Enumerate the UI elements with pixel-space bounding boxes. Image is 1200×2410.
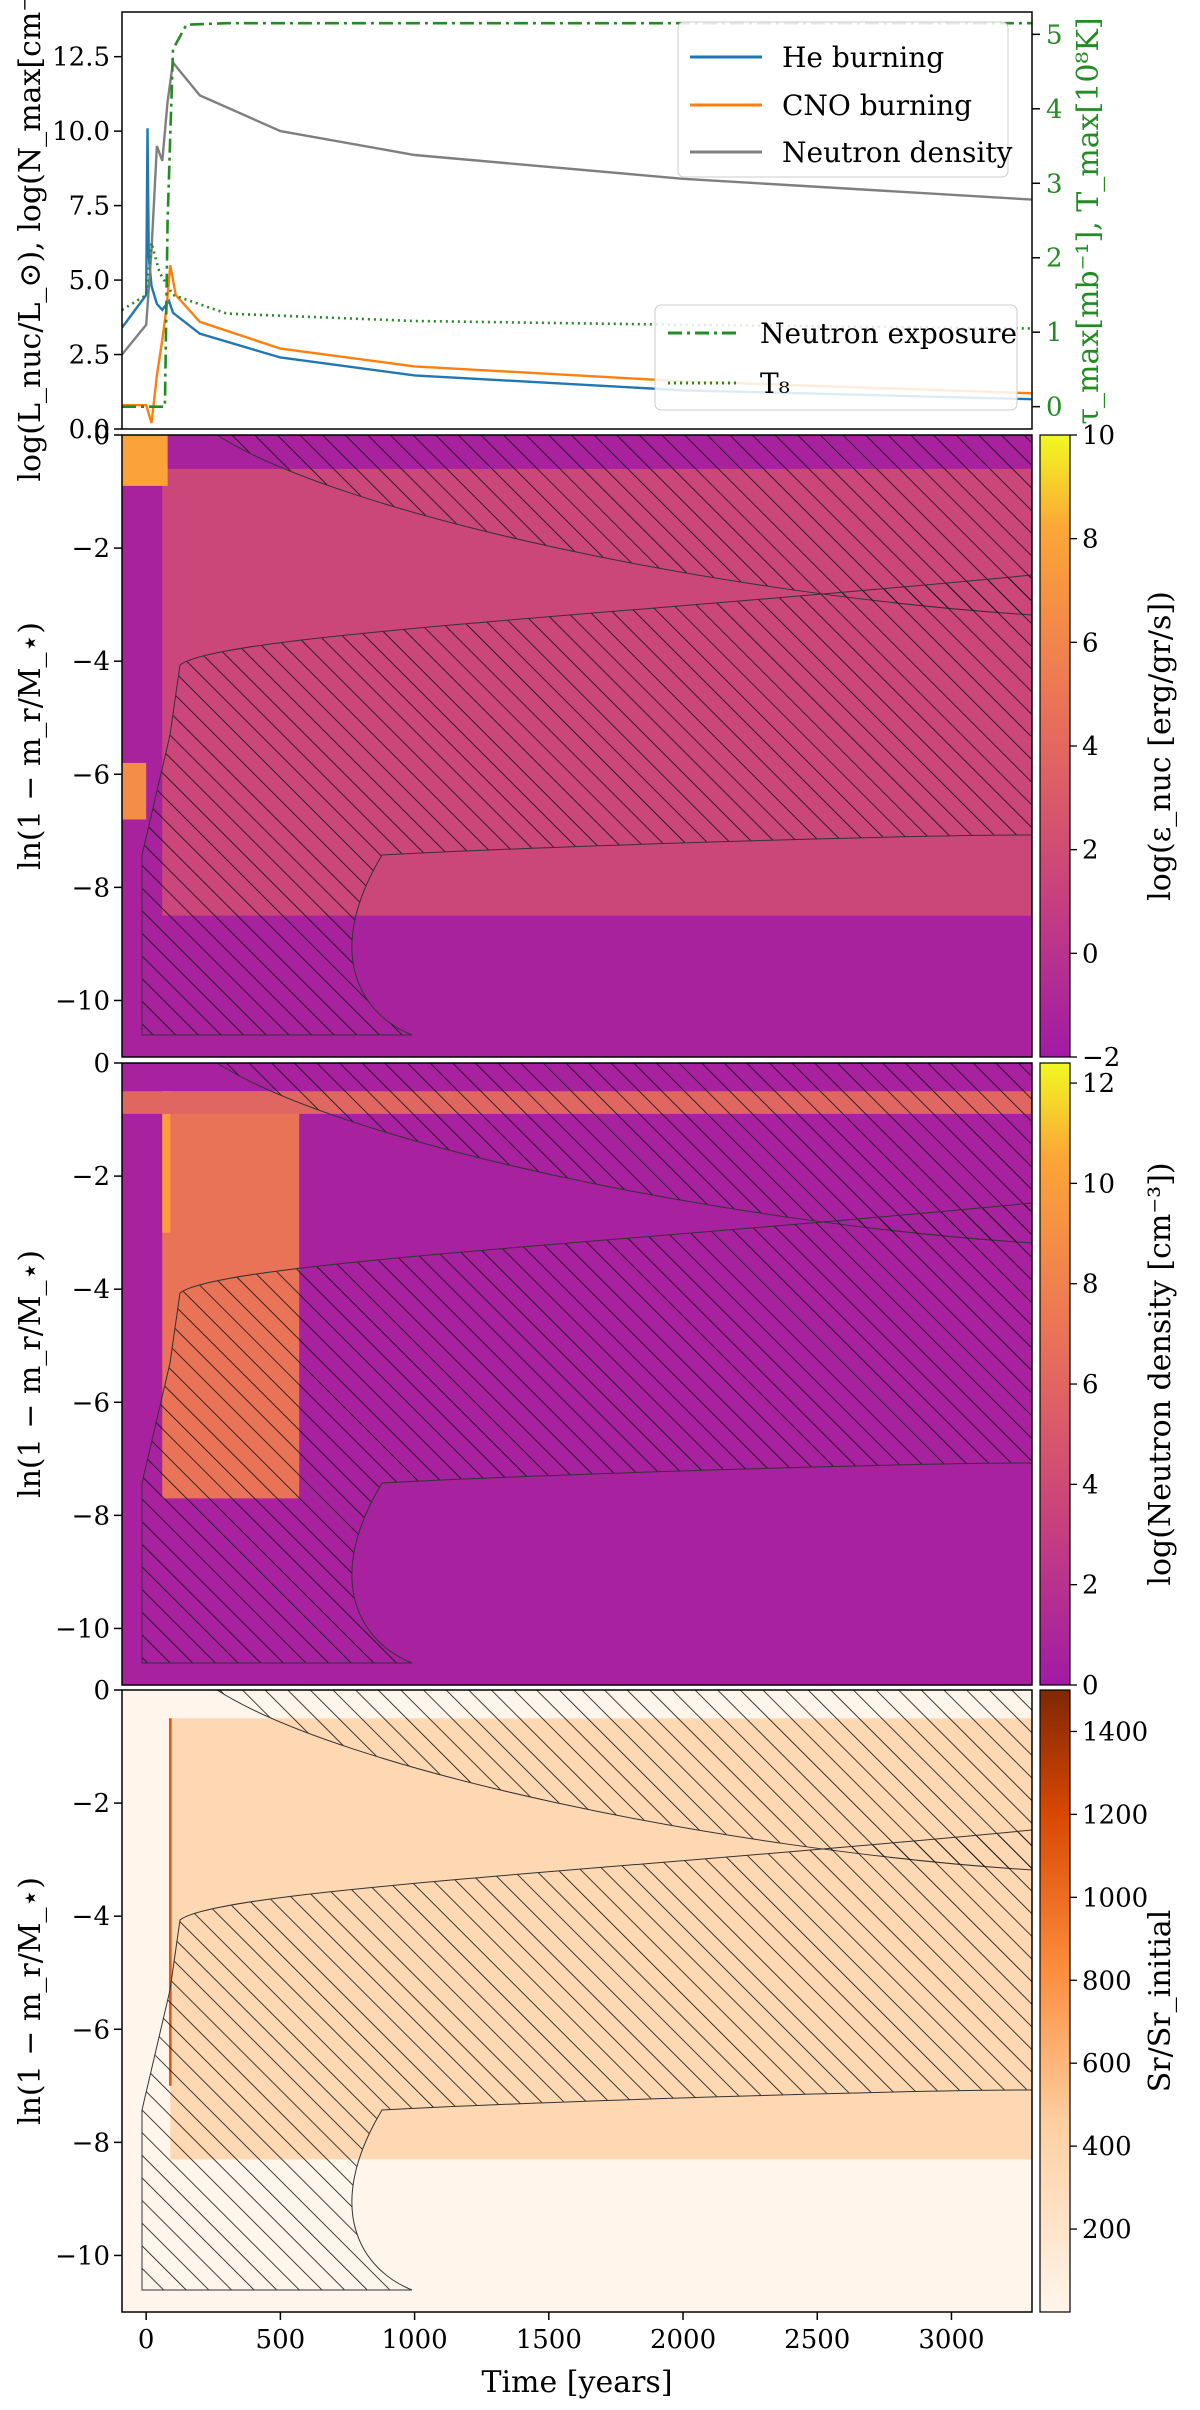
heat-region-3 xyxy=(162,1091,171,1233)
colorbar-tick-label: 800 xyxy=(1082,1966,1132,1996)
ytick-right-label: 2 xyxy=(1046,244,1063,274)
time-axis-label: Time [years] xyxy=(481,2365,672,2400)
map-panel-frame xyxy=(121,1689,1033,2313)
ytick-right-label: 5 xyxy=(1046,20,1063,50)
map-ytick-label: −4 xyxy=(72,1275,110,1305)
map-ytick-label: −6 xyxy=(72,2015,110,2045)
map-ytick-label: −8 xyxy=(72,2128,110,2158)
legend-he-label: He burning xyxy=(782,41,944,74)
map-ytick-label: −6 xyxy=(72,760,110,790)
legend-neutron-label: Neutron density xyxy=(782,136,1013,169)
hatch-convective-shell xyxy=(141,1829,1032,2291)
luminosity-ylabel: log(L_nuc/L_⊙), log(N_max[cm⁻³]) xyxy=(13,0,48,482)
colorbar-label: Sr/Sr_initial xyxy=(1143,1910,1178,2093)
colorbar-tick-label: 4 xyxy=(1082,1470,1099,1500)
xtick-label: 2000 xyxy=(650,2325,716,2355)
map-panel-2: 0 −2 −4 −6 −8 −10 ln(1 − m_r/M_⋆) 0 2 4 6 8 10 12 log(… xyxy=(13,1049,1178,1701)
heat-region-3 xyxy=(122,762,147,820)
ytick-label: 0.0 xyxy=(69,415,110,445)
series-line-4 xyxy=(122,21,1032,408)
colorbar-tick-label: 0 xyxy=(1082,1671,1099,1701)
ytick-right-label: 1 xyxy=(1046,318,1063,348)
heat-region-4 xyxy=(122,435,168,486)
legend-cno-label: CNO burning xyxy=(782,89,972,122)
map-ytick-label: −2 xyxy=(72,534,110,564)
xtick-label: 3000 xyxy=(918,2325,984,2355)
ytick-label: 5.0 xyxy=(69,266,110,296)
colorbar-2 xyxy=(1039,1062,1071,1686)
luminosity-panel-frame xyxy=(121,11,1033,430)
hatch-convective-shell xyxy=(141,574,1032,1036)
colorbar-tick-label: 1000 xyxy=(1082,1883,1148,1913)
colorbar-label: log(Neutron density [cm⁻³]) xyxy=(1143,1162,1178,1585)
xtick-label: 2500 xyxy=(784,2325,850,2355)
map-panel-frame xyxy=(121,1062,1033,1686)
legend-top: He burning CNO burning Neutron density xyxy=(677,21,1013,178)
map-ylabel: ln(1 − m_r/M_⋆) xyxy=(13,1250,48,1498)
colorbar-tick-label: 8 xyxy=(1082,525,1099,555)
map-ytick-label: −6 xyxy=(72,1388,110,1418)
colorbar-tick-label: 10 xyxy=(1082,421,1115,451)
map-ylabel: ln(1 − m_r/M_⋆) xyxy=(13,1877,48,2125)
colorbar-tick-label: 8 xyxy=(1082,1270,1099,1300)
ytick-right-label: 0 xyxy=(1046,393,1063,423)
map-ytick-label: 0 xyxy=(93,1049,110,1079)
colorbar-tick-label: 1400 xyxy=(1082,1717,1148,1747)
ytick-label: 7.5 xyxy=(69,192,110,222)
map-ytick-label: −4 xyxy=(72,647,110,677)
map-ytick-label: −10 xyxy=(55,1614,110,1644)
legend-bottom: Neutron exposure T₈ xyxy=(654,304,1018,411)
xtick-label: 1000 xyxy=(382,2325,448,2355)
map-ytick-label: −10 xyxy=(55,986,110,1016)
ytick-label: 2.5 xyxy=(69,341,110,371)
luminosity-panel: 0.0 2.5 5.0 7.5 10.0 12.5 0 1 2 3 4 5 log(L_nuc/L_… xyxy=(13,0,1106,482)
colorbar-tick-label: 6 xyxy=(1082,1370,1099,1400)
legend-t8-label: T₈ xyxy=(760,367,790,400)
legend-exposure-label: Neutron exposure xyxy=(760,317,1017,350)
colorbar-tick-label: 0 xyxy=(1082,939,1099,969)
map-panel-frame xyxy=(121,434,1033,1058)
map-ylabel: ln(1 − m_r/M_⋆) xyxy=(13,622,48,870)
hatch-convective-shell xyxy=(141,1202,1032,1664)
map-ytick-label: −10 xyxy=(55,2241,110,2271)
legend-bottom-box xyxy=(654,304,1018,411)
colorbar-tick-label: 12 xyxy=(1082,1069,1115,1099)
temperature-ylabel: τ_max[mb⁻¹], T_max[10⁸K] xyxy=(1071,17,1106,424)
colorbar-tick-label: 4 xyxy=(1082,732,1099,762)
xtick-label: 500 xyxy=(256,2325,306,2355)
map-panel-1: 0 −2 −4 −6 −8 −10 ln(1 − m_r/M_⋆) −2 0 2 4 6 8 10 log(… xyxy=(13,421,1178,1073)
colorbar-tick-label: 2 xyxy=(1082,836,1099,866)
heat-region-3 xyxy=(168,1718,172,2086)
map-ytick-label: −4 xyxy=(72,1902,110,1932)
time-axis: 0 500 1000 1500 2000 2500 3000 xyxy=(138,2312,985,2355)
ytick-label: 10.0 xyxy=(52,117,110,147)
map-ytick-label: 0 xyxy=(93,421,110,451)
colorbar-tick-label: 1200 xyxy=(1082,1800,1148,1830)
map-ytick-label: 0 xyxy=(93,1676,110,1706)
map-ytick-label: −2 xyxy=(72,1162,110,1192)
colorbar-tick-label: 400 xyxy=(1082,2132,1132,2162)
xtick-label: 1500 xyxy=(516,2325,582,2355)
map-ytick-label: −8 xyxy=(72,1501,110,1531)
ytick-label: 12.5 xyxy=(52,43,110,73)
map-panel-3: 0 −2 −4 −6 −8 −10 ln(1 − m_r/M_⋆) 200 400 600 800 1… xyxy=(13,1676,1178,2313)
ytick-right-label: 3 xyxy=(1046,169,1063,199)
map-ytick-label: −8 xyxy=(72,873,110,903)
map-ytick-label: −2 xyxy=(72,1789,110,1819)
colorbar-label: log(ε_nuc [erg/gr/s]) xyxy=(1143,591,1178,901)
colorbar-tick-label: 600 xyxy=(1082,2049,1132,2079)
legend-top-box xyxy=(677,21,1009,178)
colorbar-3 xyxy=(1039,1689,1071,2313)
colorbar-tick-label: 200 xyxy=(1082,2215,1132,2245)
colorbar-tick-label: 10 xyxy=(1082,1169,1115,1199)
colorbar-tick-label: 2 xyxy=(1082,1571,1099,1601)
xtick-label: 0 xyxy=(138,2325,155,2355)
ytick-right-label: 4 xyxy=(1046,95,1063,125)
colorbar-tick-label: −2 xyxy=(1082,1043,1120,1073)
colorbar-1 xyxy=(1039,434,1071,1058)
series-line-2 xyxy=(122,264,1032,424)
colorbar-tick-label: 6 xyxy=(1082,628,1099,658)
